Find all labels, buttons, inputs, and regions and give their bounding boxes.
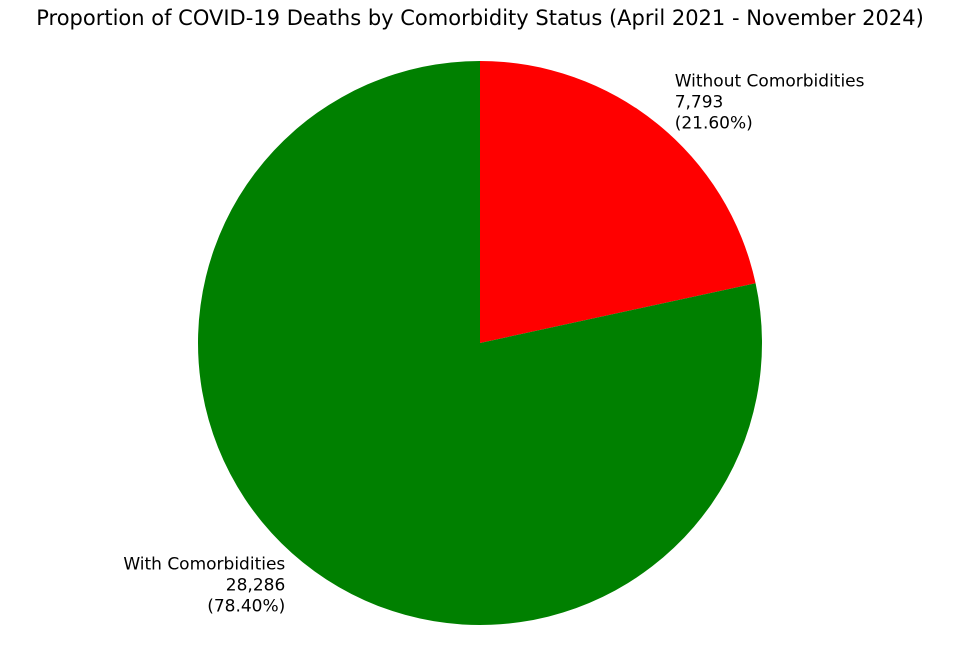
pie-slice-2 [197, 61, 762, 625]
slice-value: 28,286 [226, 575, 285, 595]
slice-name: With Comorbidities [123, 554, 285, 574]
chart-title: Proportion of COVID-19 Deaths by Comorbi… [36, 6, 924, 30]
slice-name: Without Comorbidities [675, 72, 865, 92]
slice-percent: (21.60%) [675, 114, 753, 134]
slice-label-1: Without Comorbidities 7,793 (21.60%) [675, 72, 865, 134]
slice-label-2: With Comorbidities 28,286 (78.40%) [123, 554, 285, 616]
pie-labels: Without Comorbidities 7,793 (21.60%) With C… [123, 72, 864, 617]
pie-slices [197, 61, 762, 625]
slice-percent: (78.40%) [207, 596, 285, 616]
pie-slice-1 [480, 61, 756, 343]
slice-value: 7,793 [675, 93, 724, 113]
